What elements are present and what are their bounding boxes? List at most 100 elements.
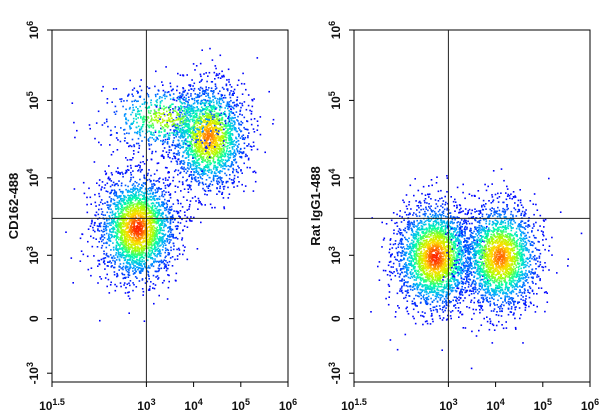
event-dot — [195, 109, 198, 112]
event-dot — [232, 94, 234, 96]
event-dot — [143, 136, 146, 139]
event-dot — [173, 122, 175, 125]
event-dot — [162, 195, 165, 198]
event-dot — [185, 109, 188, 112]
event-dot — [153, 184, 156, 186]
event-dot — [131, 210, 134, 213]
event-dot — [196, 135, 198, 138]
event-dot — [229, 105, 231, 108]
event-dot — [131, 252, 133, 254]
event-dot — [91, 245, 94, 248]
event-dot — [134, 249, 137, 252]
event-dot — [164, 184, 167, 187]
event-dot — [217, 135, 220, 137]
event-dot — [209, 146, 212, 149]
event-dot — [151, 152, 153, 155]
event-dot — [152, 209, 155, 212]
event-dot — [136, 241, 139, 244]
event-dot — [157, 201, 160, 204]
event-dot — [203, 102, 205, 104]
event-dot — [218, 128, 220, 131]
event-dot — [116, 229, 118, 232]
event-dot — [214, 65, 217, 67]
event-dot — [250, 118, 253, 121]
event-dot — [178, 107, 180, 109]
event-dot — [188, 120, 191, 123]
event-dot — [197, 99, 199, 102]
event-dot — [169, 134, 171, 137]
event-dot — [152, 212, 154, 215]
event-dot — [197, 143, 200, 146]
event-dot — [157, 188, 159, 190]
event-dot — [132, 220, 134, 223]
event-dot — [129, 212, 132, 214]
event-dot — [115, 252, 118, 254]
event-dot — [126, 218, 129, 220]
event-dot — [208, 101, 211, 103]
event-dot — [188, 175, 190, 178]
event-dot — [121, 247, 124, 250]
event-dot — [183, 163, 185, 165]
event-dot — [223, 125, 226, 128]
event-dot — [184, 113, 186, 116]
event-dot — [175, 169, 177, 171]
event-dot — [134, 269, 136, 271]
event-dot — [139, 199, 142, 201]
event-dot — [197, 150, 199, 152]
event-dot — [110, 266, 113, 268]
event-dot — [232, 164, 235, 166]
event-dot — [117, 139, 119, 141]
event-dot — [148, 189, 151, 192]
event-dot — [216, 117, 218, 120]
event-dot — [156, 210, 159, 212]
event-dot — [173, 137, 175, 139]
event-dot — [135, 106, 137, 108]
event-dot — [139, 166, 141, 169]
event-dot — [216, 169, 218, 172]
event-dot — [246, 145, 249, 147]
event-dot — [123, 236, 126, 239]
event-dot — [167, 249, 170, 252]
event-dot — [162, 241, 164, 243]
event-dot — [124, 248, 126, 250]
event-dot — [141, 215, 143, 217]
event-dot — [217, 151, 220, 154]
event-dot — [211, 146, 214, 148]
event-dot — [129, 213, 131, 216]
event-dot — [213, 143, 216, 146]
event-dot — [205, 157, 208, 159]
event-dot — [86, 255, 89, 258]
event-dot — [188, 99, 190, 101]
event-dot — [159, 205, 162, 208]
event-dot — [191, 197, 194, 199]
event-dot — [226, 101, 229, 103]
event-dot — [137, 213, 140, 216]
event-dot — [161, 201, 163, 203]
event-dot — [127, 240, 129, 243]
event-dot — [123, 276, 126, 279]
event-dot — [191, 220, 193, 222]
event-dot — [156, 255, 158, 258]
event-dot — [144, 233, 146, 236]
event-dot — [247, 128, 249, 131]
event-dot — [228, 136, 230, 139]
event-dot — [150, 209, 153, 212]
event-dot — [173, 129, 175, 132]
event-dot — [215, 175, 217, 177]
event-dot — [180, 190, 182, 192]
event-dot — [153, 235, 156, 237]
event-dot — [123, 203, 126, 206]
event-dot — [204, 144, 206, 147]
event-dot — [240, 124, 243, 126]
event-dot — [218, 162, 221, 165]
event-dot — [236, 148, 238, 150]
event-dot — [157, 197, 159, 200]
event-dot — [233, 139, 236, 142]
event-dot — [213, 134, 216, 137]
event-dot — [110, 249, 112, 251]
event-dot — [218, 150, 221, 152]
event-dot — [143, 239, 145, 242]
event-dot — [106, 273, 108, 276]
event-dot — [176, 111, 178, 114]
event-dot — [114, 221, 116, 223]
